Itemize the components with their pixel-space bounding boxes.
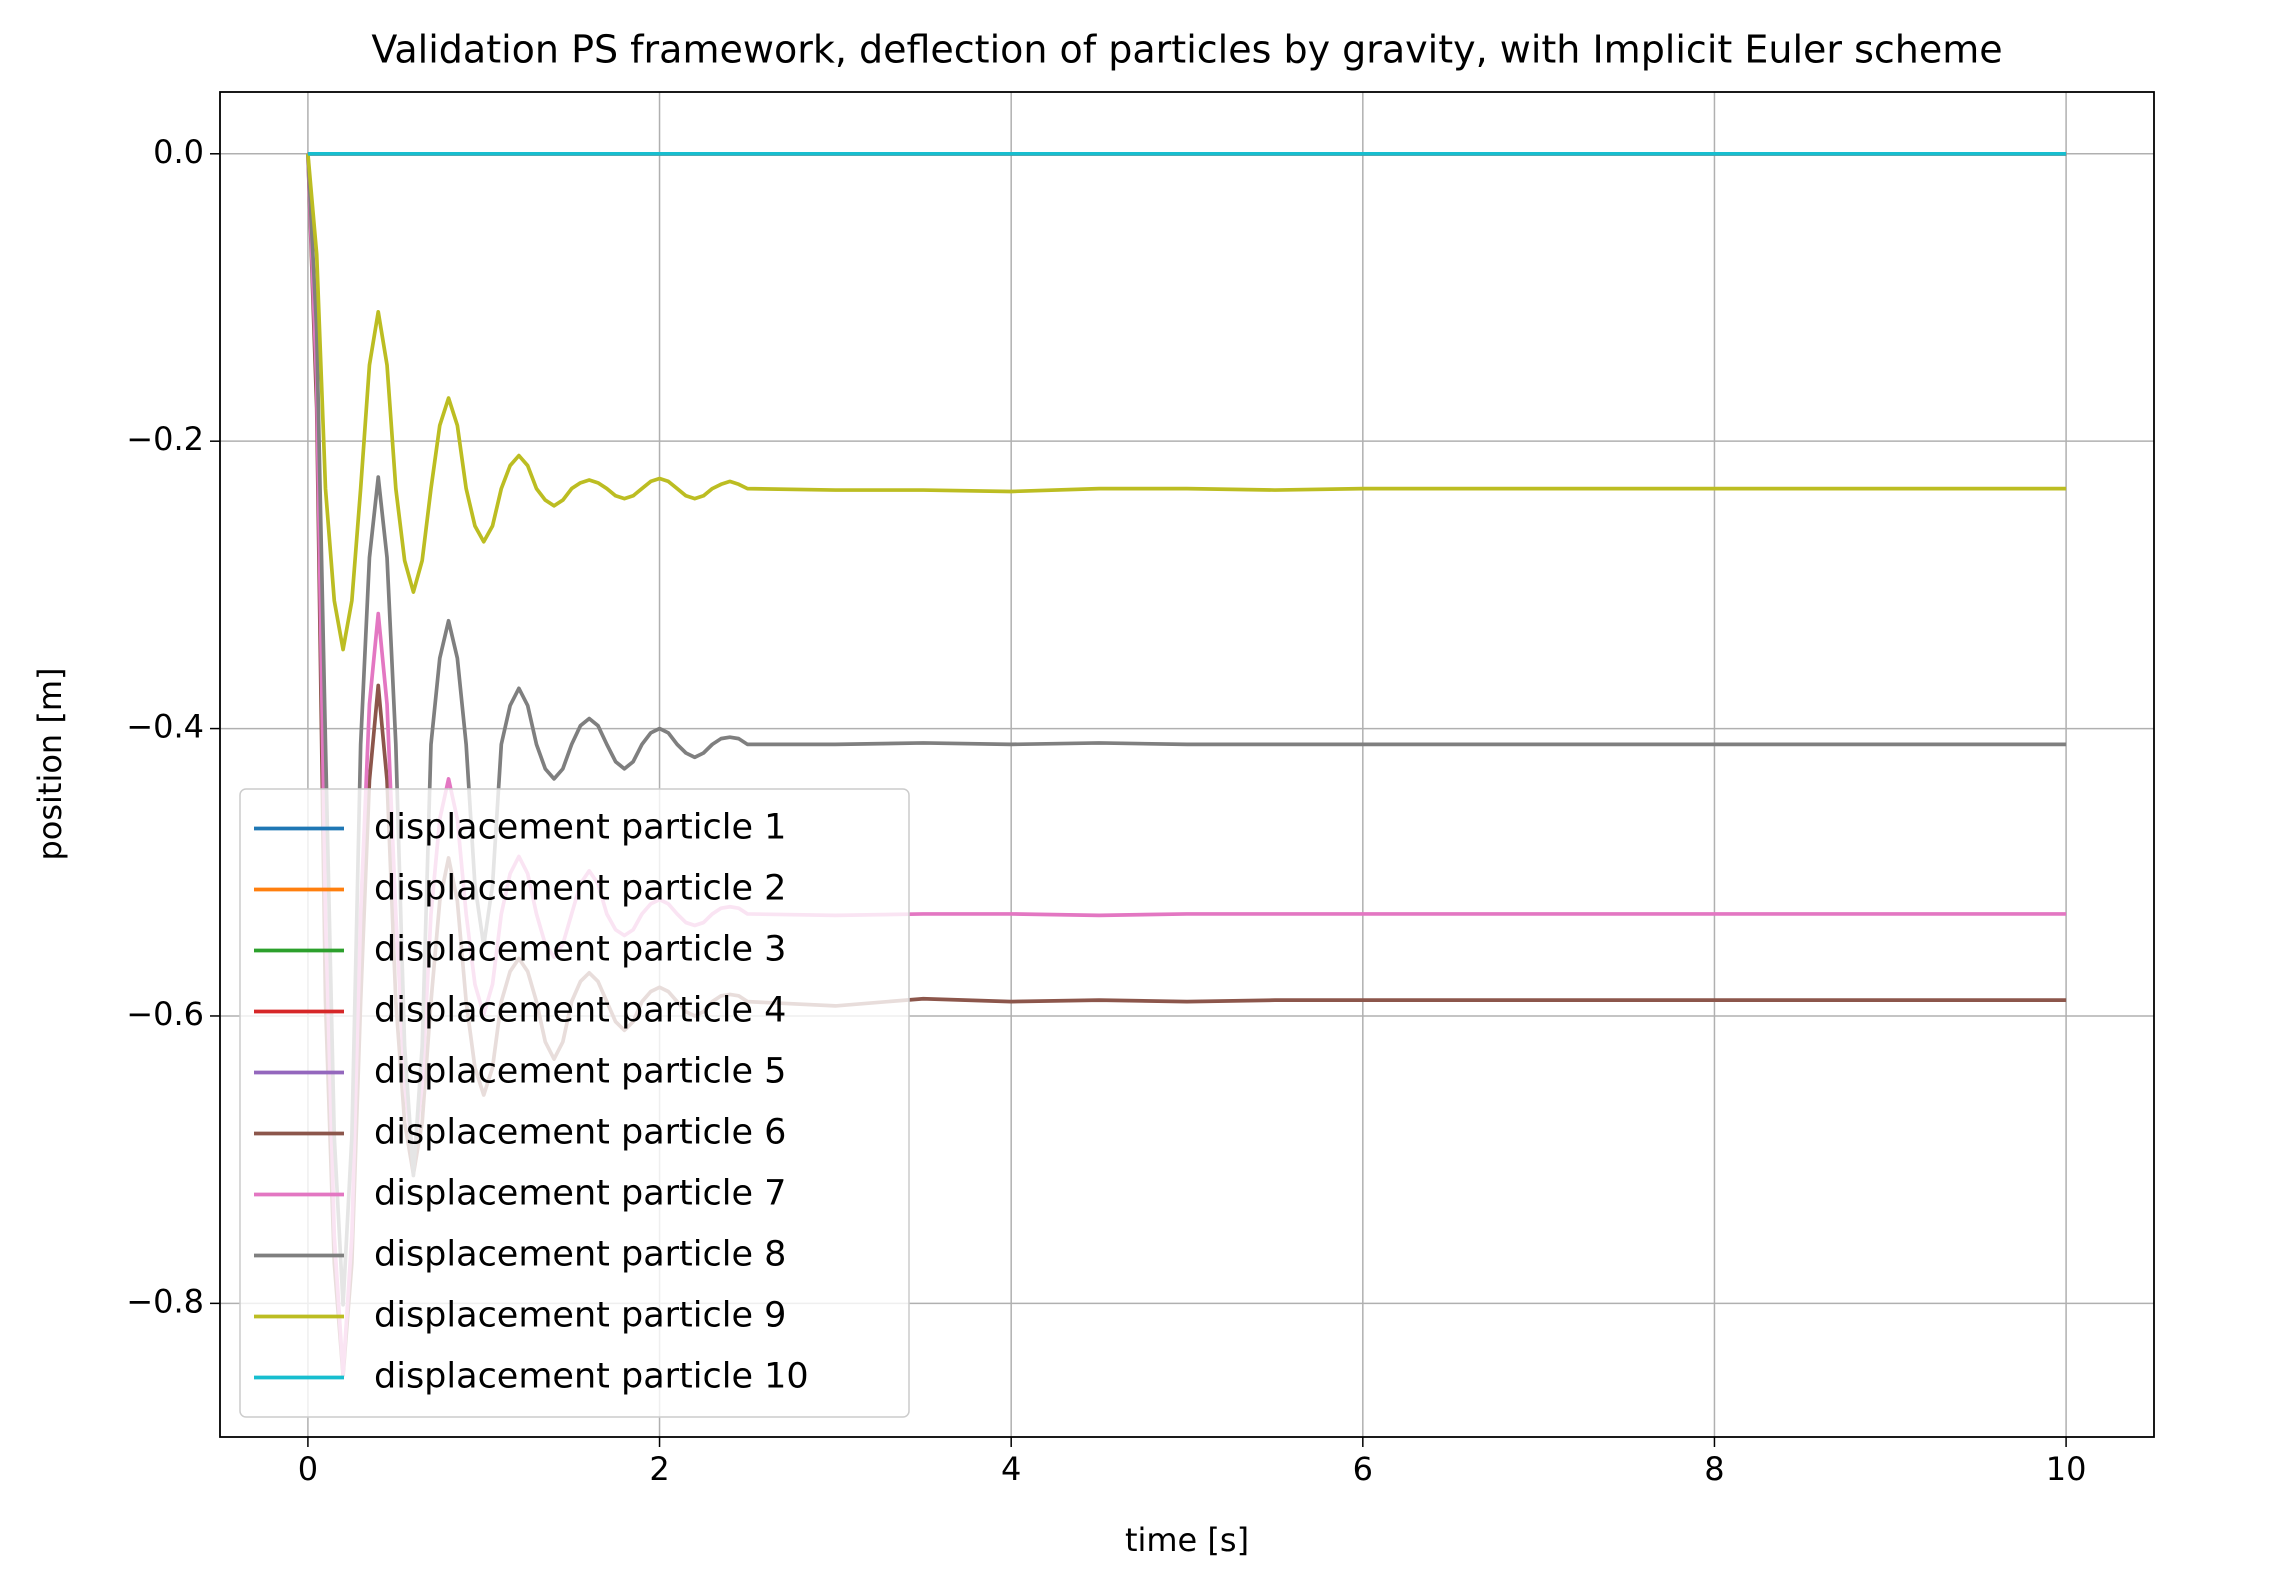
x-tick-label: 6: [1353, 1450, 1373, 1488]
x-axis-label: time [s]: [1125, 1521, 1249, 1559]
y-tick-label: 0.0: [153, 133, 204, 171]
y-axis-label: position [m]: [31, 667, 69, 860]
x-tick-label: 8: [1704, 1450, 1724, 1488]
y-tick-label: −0.6: [126, 995, 204, 1033]
chart-title: Validation PS framework, deflection of p…: [371, 28, 2002, 72]
legend-label: displacement particle 8: [374, 1235, 786, 1275]
y-tick-label: −0.4: [126, 708, 204, 746]
legend-label: displacement particle 7: [374, 1174, 786, 1214]
y-tick-label: −0.2: [126, 420, 204, 458]
legend-label: displacement particle 10: [374, 1357, 809, 1397]
legend-label: displacement particle 2: [374, 869, 786, 909]
legend-label: displacement particle 1: [374, 808, 786, 848]
x-tick-label: 2: [649, 1450, 669, 1488]
legend-label: displacement particle 5: [374, 1052, 786, 1092]
series-line: [306, 153, 2067, 652]
legend-box: [239, 788, 910, 1418]
y-tick-label: −0.8: [126, 1282, 204, 1320]
legend: displacement particle 1 displacement part…: [239, 788, 910, 1418]
legend-label: displacement particle 3: [374, 930, 786, 970]
legend-label: displacement particle 9: [374, 1296, 786, 1336]
plot-frame: [219, 91, 2155, 1438]
legend-label: displacement particle 6: [374, 1113, 786, 1153]
x-tick-label: 10: [2046, 1450, 2087, 1488]
legend-label: displacement particle 4: [374, 991, 786, 1031]
x-tick-label: 4: [1001, 1450, 1021, 1488]
x-tick-label: 0: [298, 1450, 318, 1488]
